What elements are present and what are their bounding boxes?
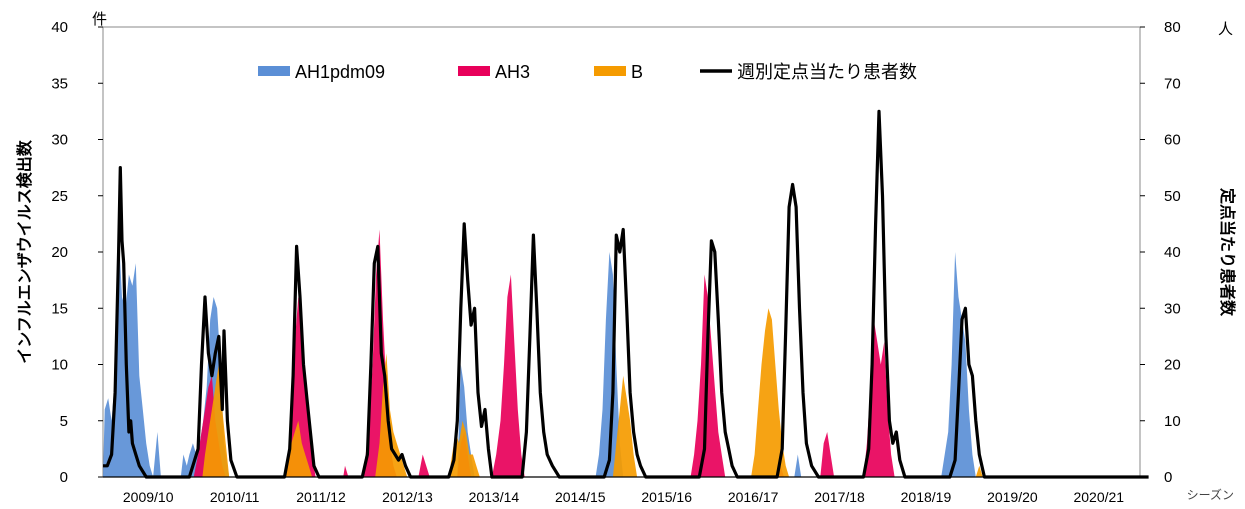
left-tick-label: 0 — [60, 469, 68, 486]
left-tick-label: 10 — [51, 357, 68, 374]
left-tick-label: 20 — [51, 244, 68, 261]
season-tick-label: 2018/19 — [901, 489, 952, 505]
line-series-patient-rate — [103, 109, 1149, 479]
legend-swatch-ah3 — [458, 66, 490, 76]
axes: 0 5 10 15 20 25 30 35 40 0 10 20 30 40 50 60 70 80 2009/10… — [15, 11, 1237, 505]
legend-label: AH3 — [495, 62, 530, 82]
virus-detection-areas — [103, 229, 1149, 477]
left-tick-label: 40 — [51, 19, 68, 36]
legend-swatch-ah1pdm09 — [258, 66, 290, 76]
right-tick-label: 10 — [1164, 413, 1181, 430]
season-tick-label: 2017/18 — [814, 489, 865, 505]
legend-swatch-b — [594, 66, 626, 76]
legend-label: 週別定点当たり患者数 — [737, 62, 917, 82]
right-tick-label: 80 — [1164, 19, 1181, 36]
season-tick-label: 2013/14 — [469, 489, 520, 505]
right-tick-label: 20 — [1164, 357, 1181, 374]
legend: AH1pdm09 AH3 B 週別定点当たり患者数 — [258, 62, 917, 82]
left-axis-title: インフルエンザウイルス検出数 — [15, 139, 34, 364]
season-tick-label: 2016/17 — [728, 489, 779, 505]
right-axis-title: 定点当たり患者数 — [1218, 187, 1237, 317]
legend-label: B — [631, 62, 643, 82]
season-tick-label: 2012/13 — [382, 489, 433, 505]
right-tick-label: 40 — [1164, 244, 1181, 261]
left-tick-label: 30 — [51, 132, 68, 149]
right-tick-label: 70 — [1164, 75, 1181, 92]
right-tick-label: 60 — [1164, 132, 1181, 149]
x-axis-label: シーズン — [1187, 487, 1234, 502]
left-tick-label: 5 — [60, 413, 68, 430]
right-tick-label: 30 — [1164, 300, 1181, 317]
season-tick-label: 2014/15 — [555, 489, 606, 505]
right-tick-label: 50 — [1164, 188, 1181, 205]
right-axis-unit: 人 — [1218, 21, 1233, 38]
legend-label: AH1pdm09 — [295, 62, 385, 82]
season-tick-label: 2019/20 — [987, 489, 1038, 505]
season-tick-label: 2010/11 — [210, 489, 260, 505]
patient-rate-lines — [103, 109, 1149, 479]
season-tick-label: 2015/16 — [641, 489, 692, 505]
right-tick-label: 0 — [1164, 469, 1172, 486]
season-tick-label: 2020/21 — [1073, 489, 1124, 505]
left-tick-label: 15 — [51, 300, 68, 317]
left-axis-unit: 件 — [92, 11, 107, 28]
left-tick-label: 25 — [51, 188, 68, 205]
area-series-b — [103, 308, 1149, 477]
season-tick-label: 2011/12 — [296, 489, 346, 505]
left-tick-label: 35 — [51, 75, 68, 92]
season-tick-label: 2009/10 — [123, 489, 174, 505]
area-series-ah3 — [103, 229, 1149, 477]
